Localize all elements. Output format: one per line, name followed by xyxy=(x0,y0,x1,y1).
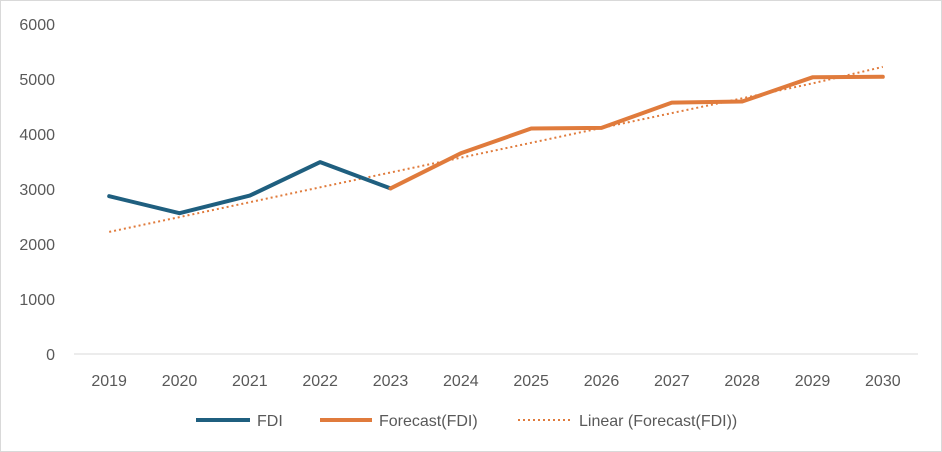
x-tick-label: 2023 xyxy=(373,373,409,390)
series-line-fdi xyxy=(107,160,393,216)
legend-label: FDI xyxy=(257,413,283,430)
legend-label: Forecast(FDI) xyxy=(379,413,478,430)
x-tick-label: 2022 xyxy=(302,373,338,390)
x-tick-label: 2030 xyxy=(865,373,901,390)
y-tick-label: 0 xyxy=(46,347,55,364)
y-tick-label: 3000 xyxy=(19,182,55,199)
y-tick-label: 1000 xyxy=(19,292,55,309)
x-axis-tick-labels: 2019 2020 2021 2022 2023 2024 2025 2026 2027 2028… xyxy=(91,373,900,390)
x-tick-label: 2021 xyxy=(232,373,268,390)
x-tick-label: 2027 xyxy=(654,373,690,390)
x-tick-label: 2025 xyxy=(513,373,549,390)
x-tick-label: 2029 xyxy=(795,373,831,390)
y-tick-label: 6000 xyxy=(19,17,55,34)
y-tick-label: 4000 xyxy=(19,127,55,144)
legend: FDI Forecast(FDI) Linear (Forecast(FDI)) xyxy=(196,413,737,430)
series-line-forecast-fdi xyxy=(388,74,885,191)
y-tick-label: 2000 xyxy=(19,237,55,254)
x-tick-label: 2020 xyxy=(162,373,198,390)
legend-label: Linear (Forecast(FDI)) xyxy=(579,413,737,430)
series-line-linear-forecast-fdi xyxy=(108,65,884,233)
y-axis-tick-labels: 0 1000 2000 3000 4000 5000 6000 xyxy=(19,17,55,364)
x-tick-label: 2026 xyxy=(584,373,620,390)
x-tick-label: 2024 xyxy=(443,373,479,390)
x-tick-label: 2028 xyxy=(724,373,760,390)
series-layer xyxy=(107,65,885,233)
x-tick-label: 2019 xyxy=(91,373,127,390)
y-tick-label: 5000 xyxy=(19,72,55,89)
